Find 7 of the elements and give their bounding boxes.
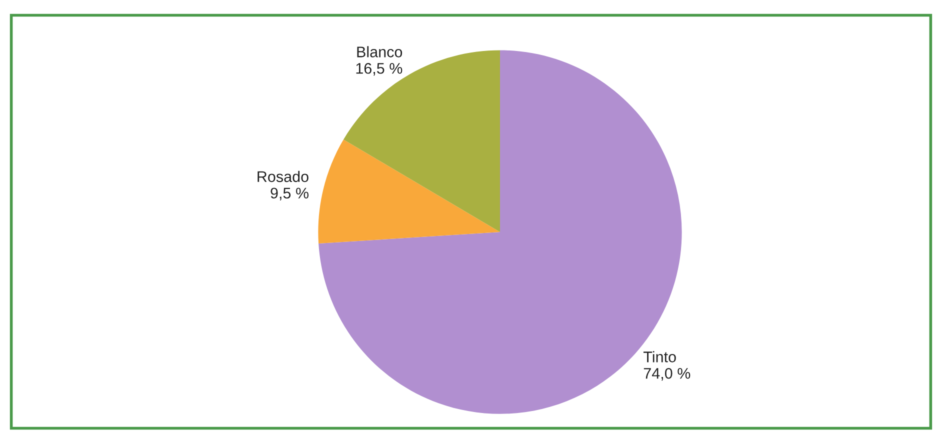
slice-label: Blanco [357,46,402,58]
data-label: 74,0 % [644,368,690,381]
data-label: 9,5 % [270,188,309,200]
slice-label: Tinto [643,351,676,362]
pie-slice [318,139,500,244]
slice-label: Rosado [258,170,308,182]
data-label: 16,5 % [356,62,402,76]
